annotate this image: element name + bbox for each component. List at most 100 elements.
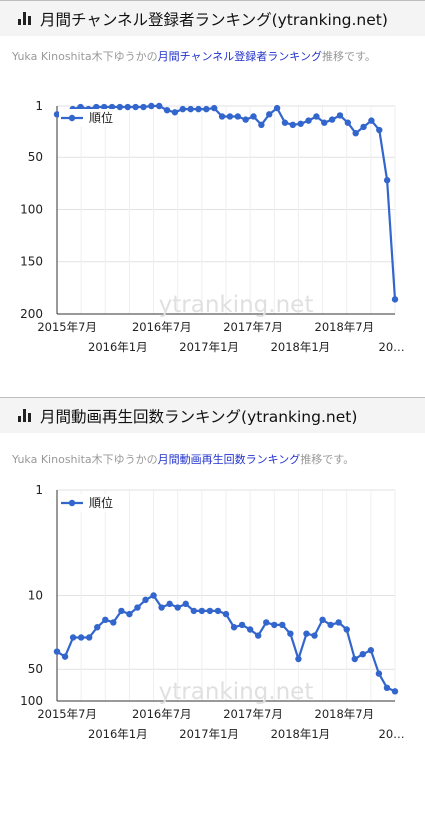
data-point: [77, 634, 85, 641]
data-point: [360, 123, 367, 131]
x-tick-label: 2016年7月: [132, 320, 192, 334]
data-point: [206, 607, 214, 615]
data-point: [250, 113, 257, 120]
y-tick-label: 50: [28, 150, 43, 164]
bar-chart-icon: [18, 12, 31, 25]
data-point: [179, 105, 186, 113]
watermark-text: ytranking.net: [159, 679, 314, 705]
section-title: 月間動画再生回数ランキング(ytranking.net): [40, 407, 358, 426]
x-tick-label: 2017年1月: [179, 340, 239, 354]
x-tick-label: 2016年1月: [88, 727, 148, 741]
data-point: [295, 655, 302, 663]
ranking-link[interactable]: 月間チャンネル登録者ランキング: [157, 50, 322, 63]
data-point: [61, 653, 69, 660]
data-point: [305, 117, 312, 124]
data-point: [187, 105, 194, 113]
data-point: [271, 621, 278, 629]
data-point: [222, 610, 230, 618]
legend-label: 順位: [89, 110, 113, 125]
data-point: [263, 619, 270, 626]
data-point: [155, 102, 163, 110]
data-point: [163, 106, 171, 114]
data-point: [242, 116, 249, 123]
legend-label: 順位: [89, 495, 113, 510]
desc-suffix: 推移です。: [300, 453, 355, 466]
x-tick-label: 2017年7月: [223, 320, 283, 334]
y-tick-label: 200: [20, 307, 43, 321]
data-point: [328, 116, 336, 123]
data-point: [93, 103, 100, 111]
data-point: [289, 121, 297, 129]
data-point: [211, 104, 218, 112]
bar-chart-icon: [18, 409, 31, 422]
y-tick-label: 100: [20, 694, 43, 708]
data-point: [335, 619, 342, 626]
data-point: [158, 604, 165, 611]
data-point: [279, 621, 286, 629]
data-point: [166, 600, 173, 608]
legend-marker: [68, 114, 76, 122]
x-tick-label: 2018年1月: [271, 727, 331, 741]
x-tick-label: 2018年7月: [315, 707, 375, 721]
data-point: [367, 647, 375, 654]
data-point: [182, 600, 189, 608]
data-point: [311, 632, 318, 639]
desc-prefix: Yuka Kinoshita木下ゆうかの: [12, 50, 158, 63]
data-point: [53, 111, 61, 118]
x-tick-label: 2017年1月: [179, 727, 239, 741]
x-tick-label: 20…: [379, 727, 405, 741]
section-title: 月間チャンネル登録者ランキング(ytranking.net): [40, 10, 388, 29]
data-point: [238, 621, 246, 629]
x-tick-label: 2015年7月: [37, 320, 97, 334]
ranking-link[interactable]: 月間動画再生回数ランキング: [157, 453, 301, 466]
data-point: [108, 103, 116, 111]
data-point: [273, 104, 281, 112]
data-point: [171, 109, 179, 116]
data-point: [359, 650, 367, 658]
desc-prefix: Yuka Kinoshita木下ゆうかの: [12, 453, 158, 466]
data-point: [100, 103, 108, 111]
data-point: [203, 105, 210, 113]
data-point: [226, 113, 234, 120]
data-point: [351, 655, 358, 663]
data-point: [313, 113, 320, 120]
x-tick-label: 2017年7月: [223, 707, 283, 721]
data-point: [102, 616, 109, 624]
data-point: [77, 103, 84, 111]
data-point: [246, 626, 254, 633]
data-point: [336, 112, 344, 119]
data-point: [214, 607, 222, 615]
x-tick-label: 2016年7月: [132, 707, 192, 721]
desc-suffix: 推移です。: [321, 50, 376, 63]
data-point: [69, 634, 77, 641]
data-point: [85, 634, 93, 641]
data-point: [190, 607, 198, 615]
x-tick-label: 2016年1月: [88, 340, 148, 354]
data-point: [258, 121, 265, 129]
views-ranking-section: 月間動画再生回数ランキング(ytranking.net) Yuka Kinosh…: [0, 397, 425, 741]
y-tick-label: 1: [35, 483, 43, 497]
data-point: [198, 607, 206, 615]
data-point: [140, 103, 147, 111]
data-point: [287, 630, 294, 637]
data-point: [321, 119, 328, 126]
data-point: [319, 616, 326, 624]
x-tick-label: 20…: [379, 340, 405, 354]
data-point: [174, 604, 181, 611]
section-header: 月間チャンネル登録者ランキング(ytranking.net): [0, 0, 425, 36]
data-point: [303, 630, 310, 637]
data-point: [352, 129, 359, 137]
data-point: [375, 670, 383, 677]
data-point: [343, 626, 350, 633]
data-point: [391, 688, 399, 695]
data-point: [150, 592, 157, 599]
y-tick-label: 150: [20, 255, 43, 269]
data-point: [118, 607, 125, 615]
views-ranking-chart: 1 10 50 100 ytranking.net 2015年7月 2016年7月 2017年…: [20, 483, 405, 741]
x-tick-label: 2018年7月: [315, 320, 375, 334]
data-point: [94, 624, 101, 631]
data-point: [110, 619, 117, 626]
data-point: [234, 113, 241, 120]
x-tick-label: 2015年7月: [37, 707, 97, 721]
